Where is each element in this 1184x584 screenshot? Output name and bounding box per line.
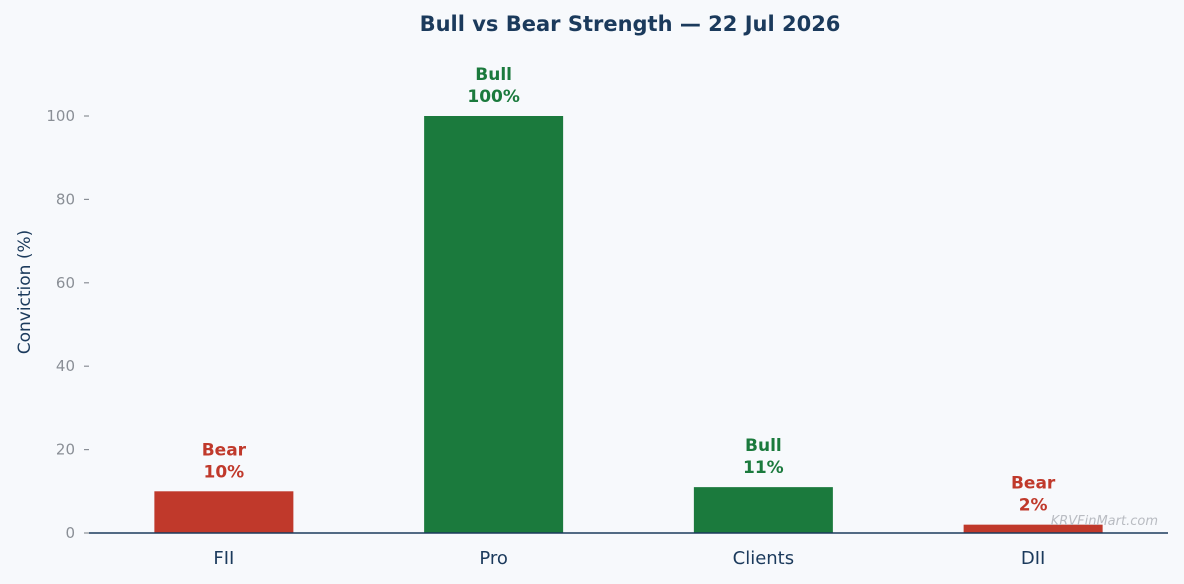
bar-fii xyxy=(154,491,294,533)
y-axis-label: Conviction (%) xyxy=(15,230,35,355)
watermark: KRVFinMart.com xyxy=(1051,514,1158,529)
y-tick-label: 60 xyxy=(56,274,75,292)
x-tick-label: FII xyxy=(213,548,234,569)
y-tick-label: 20 xyxy=(56,441,75,459)
y-tick-label: 100 xyxy=(46,107,75,125)
bar-value-label: 100% xyxy=(467,87,520,107)
y-tick-label: 0 xyxy=(65,524,75,542)
x-tick-label: DII xyxy=(1021,548,1045,569)
bar-stance-label: Bull xyxy=(475,65,512,85)
bar-pro xyxy=(424,116,564,533)
bar-dii xyxy=(963,524,1103,533)
bar-value-label: 2% xyxy=(1019,496,1048,516)
bar-value-label: 11% xyxy=(743,458,784,478)
y-tick-label: 80 xyxy=(56,190,75,208)
y-axis: 0 20 40 60 80 100 xyxy=(46,107,89,542)
y-tick-label: 40 xyxy=(56,357,75,375)
bar-value-label: 10% xyxy=(204,462,245,482)
chart-title: Bull vs Bear Strength — 22 Jul 2026 xyxy=(420,12,841,36)
bar-stance-label: Bear xyxy=(202,440,247,460)
x-tick-label: Pro xyxy=(479,548,508,569)
bar-stance-label: Bull xyxy=(745,436,782,456)
x-tick-label: Clients xyxy=(733,548,795,569)
bar-clients xyxy=(693,487,833,533)
x-axis: FII Pro Clients DII xyxy=(89,532,1168,569)
bar-stance-label: Bear xyxy=(1011,474,1056,494)
